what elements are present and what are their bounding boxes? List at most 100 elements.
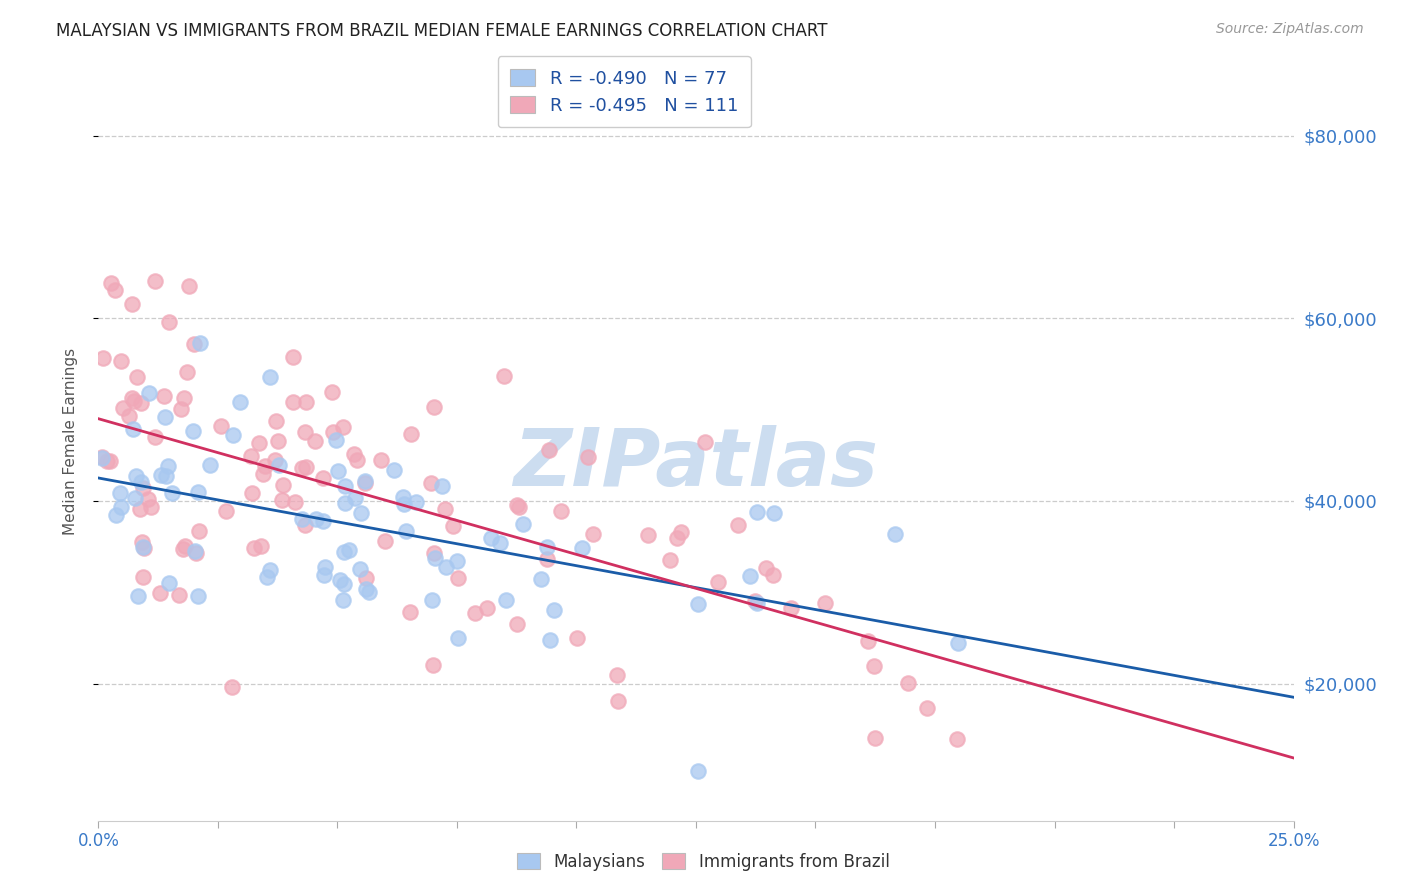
- Legend: Malaysians, Immigrants from Brazil: Malaysians, Immigrants from Brazil: [509, 845, 897, 880]
- Point: [433, 501, 456, 516]
- Point: [686, 764, 709, 778]
- Point: [762, 568, 785, 582]
- Point: [395, 524, 418, 538]
- Point: [945, 732, 967, 747]
- Point: [447, 571, 470, 585]
- Point: [239, 449, 262, 463]
- Point: [727, 518, 749, 533]
- Point: [176, 365, 198, 379]
- Point: [430, 479, 453, 493]
- Point: [131, 481, 153, 495]
- Point: [160, 486, 183, 500]
- Point: [326, 464, 349, 478]
- Point: [149, 467, 172, 482]
- Point: [346, 453, 368, 467]
- Point: [464, 606, 486, 620]
- Point: [382, 462, 405, 476]
- Point: [110, 354, 132, 368]
- Point: [91, 351, 114, 366]
- Point: [311, 515, 333, 529]
- Point: [665, 532, 688, 546]
- Point: [252, 467, 274, 481]
- Point: [863, 659, 886, 673]
- Point: [267, 458, 290, 472]
- Point: [475, 601, 498, 615]
- Point: [283, 350, 305, 364]
- Point: [488, 536, 510, 550]
- Point: [312, 568, 335, 582]
- Point: [132, 541, 155, 555]
- Point: [267, 434, 290, 449]
- Point: [125, 468, 148, 483]
- Point: [374, 534, 396, 549]
- Point: [312, 471, 335, 485]
- Point: [124, 491, 146, 505]
- Point: [420, 475, 443, 490]
- Point: [333, 545, 356, 559]
- Point: [187, 524, 209, 539]
- Point: [434, 559, 457, 574]
- Point: [344, 491, 367, 505]
- Point: [222, 427, 245, 442]
- Point: [747, 596, 769, 610]
- Point: [354, 571, 377, 585]
- Point: [321, 384, 343, 399]
- Point: [814, 596, 837, 610]
- Point: [695, 434, 717, 449]
- Point: [856, 634, 879, 648]
- Point: [582, 526, 605, 541]
- Point: [405, 495, 427, 509]
- Point: [747, 505, 769, 519]
- Point: [250, 540, 273, 554]
- Point: [337, 543, 360, 558]
- Point: [314, 560, 336, 574]
- Point: [357, 585, 380, 599]
- Point: [271, 478, 294, 492]
- Point: [658, 553, 681, 567]
- Point: [259, 369, 281, 384]
- Point: [325, 434, 347, 448]
- Point: [209, 419, 232, 434]
- Point: [229, 394, 252, 409]
- Point: [446, 632, 468, 646]
- Point: [143, 430, 166, 444]
- Point: [128, 501, 150, 516]
- Point: [915, 700, 938, 714]
- Point: [198, 458, 221, 472]
- Point: [537, 443, 560, 458]
- Point: [153, 389, 176, 403]
- Point: [184, 543, 207, 558]
- Point: [883, 527, 905, 541]
- Point: [441, 518, 464, 533]
- Point: [240, 486, 263, 500]
- Point: [576, 450, 599, 465]
- Point: [90, 450, 112, 464]
- Point: [295, 394, 318, 409]
- Point: [399, 427, 422, 442]
- Point: [270, 493, 292, 508]
- Point: [530, 573, 553, 587]
- Point: [243, 541, 266, 556]
- Point: [247, 435, 270, 450]
- Point: [134, 541, 156, 555]
- Y-axis label: Median Female Earnings: Median Female Earnings: [63, 348, 77, 535]
- Point: [127, 589, 149, 603]
- Point: [607, 694, 630, 708]
- Point: [98, 454, 121, 468]
- Point: [170, 401, 193, 416]
- Point: [353, 474, 375, 488]
- Point: [329, 574, 352, 588]
- Point: [565, 632, 588, 646]
- Point: [294, 518, 316, 533]
- Text: MALAYSIAN VS IMMIGRANTS FROM BRAZIL MEDIAN FEMALE EARNINGS CORRELATION CHART: MALAYSIAN VS IMMIGRANTS FROM BRAZIL MEDI…: [56, 22, 828, 40]
- Point: [121, 297, 143, 311]
- Point: [284, 495, 307, 509]
- Point: [283, 395, 305, 409]
- Point: [100, 276, 122, 290]
- Point: [96, 454, 118, 468]
- Point: [322, 425, 344, 439]
- Point: [707, 574, 730, 589]
- Point: [506, 498, 529, 512]
- Point: [744, 594, 766, 608]
- Point: [156, 459, 179, 474]
